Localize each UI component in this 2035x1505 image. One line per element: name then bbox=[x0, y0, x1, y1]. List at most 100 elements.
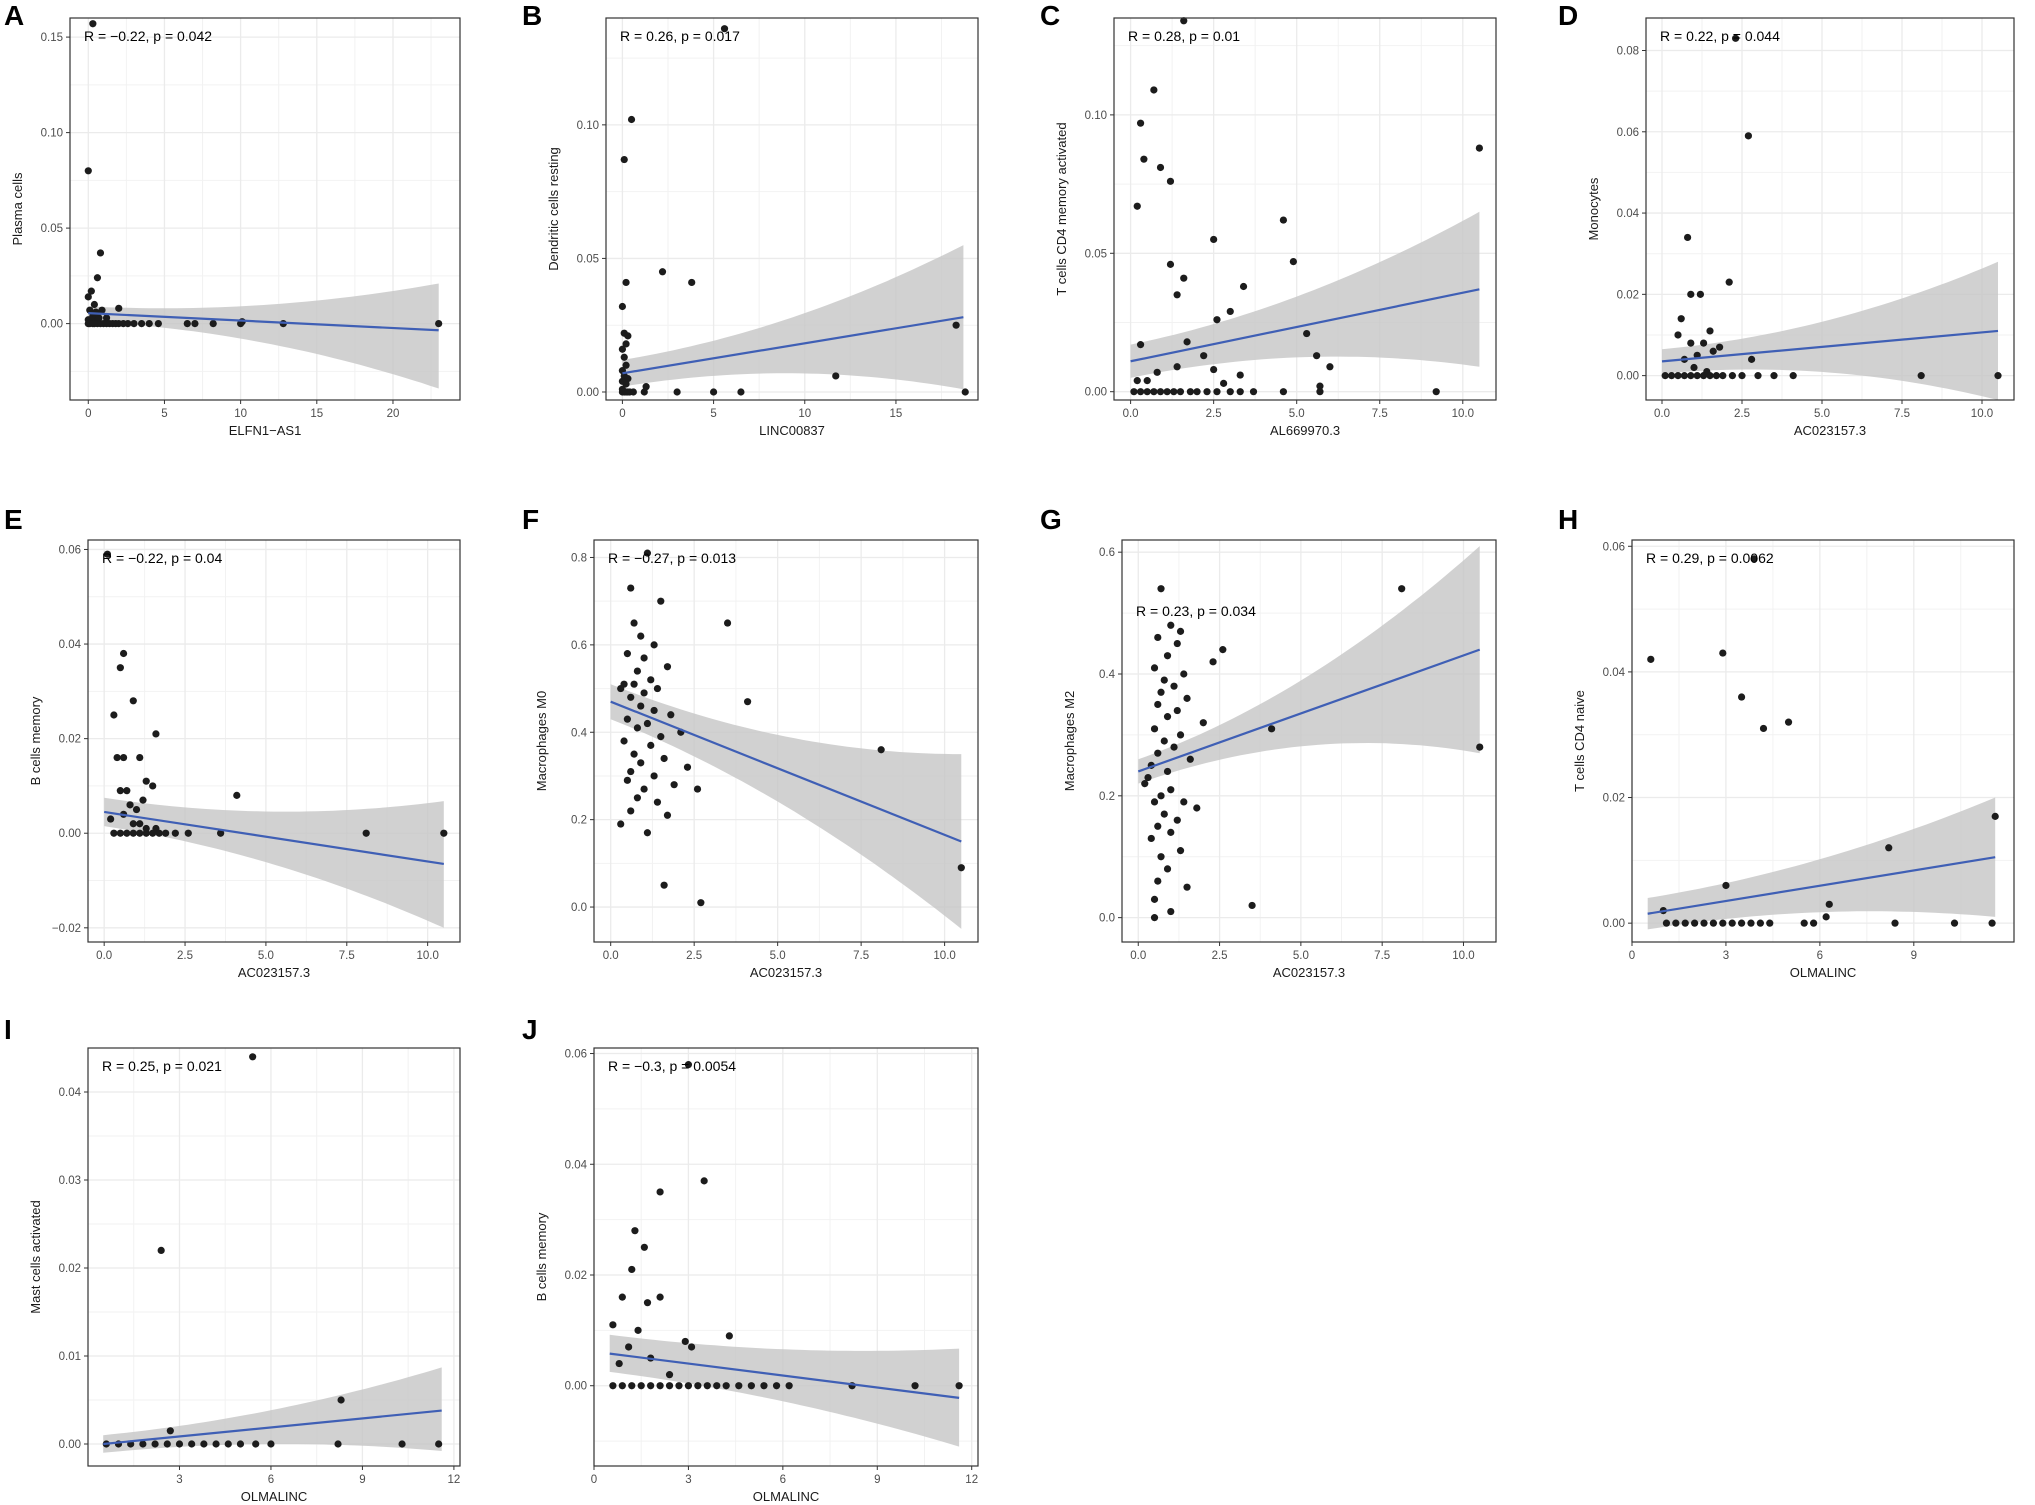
panel-c: C 0.0 2.5 5.0 7.5 10.0 0.00 0.05 0.10 AL669970.3 T… bbox=[1036, 0, 1506, 440]
y-tick-label: 0.8 bbox=[571, 552, 587, 564]
data-point bbox=[175, 1440, 184, 1448]
x-tick-label: 2.5 bbox=[686, 950, 702, 962]
data-point bbox=[647, 741, 655, 749]
x-tick-label: 7.5 bbox=[1372, 408, 1388, 420]
data-point bbox=[1738, 372, 1746, 380]
data-point bbox=[1822, 913, 1830, 921]
panel-letter: H bbox=[1558, 504, 1579, 535]
data-point bbox=[609, 1321, 617, 1329]
data-point bbox=[623, 650, 631, 658]
x-tick-label: 0 bbox=[591, 1474, 597, 1486]
data-point bbox=[1163, 652, 1172, 660]
panel-f: F 0.0 2.5 5.0 7.5 10.0 0.0 0.2 0.4 0.6 0.8 AC023157… bbox=[518, 502, 988, 1002]
panel-g: G 0.0 2.5 5.0 7.5 10.0 0.0 0.2 0.4 0.6 AC023157.3 M… bbox=[1036, 502, 1506, 1002]
data-point bbox=[624, 332, 632, 340]
data-point bbox=[98, 306, 106, 314]
data-point bbox=[1173, 639, 1181, 648]
data-point bbox=[1700, 372, 1708, 380]
data-point bbox=[129, 829, 137, 837]
x-tick-label: 5.0 bbox=[770, 950, 786, 962]
data-point bbox=[1203, 388, 1211, 396]
panel-a: A 0 5 10 15 20 0.00 0.05 0.10 0.15 ELFN1−AS1 Plasma… bbox=[0, 0, 470, 440]
data-point bbox=[684, 1382, 693, 1390]
data-point bbox=[362, 829, 370, 837]
data-point bbox=[1687, 372, 1695, 380]
data-point bbox=[84, 167, 92, 175]
x-tick-label: 5.0 bbox=[1293, 950, 1309, 962]
data-point bbox=[1722, 881, 1730, 890]
data-point bbox=[1719, 372, 1727, 380]
data-point bbox=[911, 1382, 919, 1390]
x-tick-label: 0.0 bbox=[603, 950, 619, 962]
x-tick-label: 10.0 bbox=[1452, 950, 1474, 962]
data-point bbox=[628, 1265, 636, 1274]
x-axis-label: OLMALINC bbox=[1790, 965, 1856, 980]
data-point bbox=[1770, 372, 1778, 380]
confidence-band bbox=[88, 283, 439, 389]
data-point bbox=[1163, 713, 1172, 721]
y-tick-label: 0.00 bbox=[1603, 918, 1625, 930]
data-point bbox=[119, 753, 128, 762]
data-point bbox=[1154, 749, 1162, 757]
data-point bbox=[200, 1440, 208, 1448]
data-point bbox=[1289, 257, 1297, 266]
data-point bbox=[139, 1440, 147, 1448]
regression-line bbox=[1661, 329, 1999, 363]
confidence-band bbox=[1662, 261, 1998, 400]
data-point bbox=[1176, 388, 1185, 396]
y-axis-label: B cells memory bbox=[534, 1212, 549, 1301]
data-point bbox=[1220, 379, 1228, 387]
data-point bbox=[115, 304, 123, 312]
y-tick-label: 0.00 bbox=[565, 1381, 587, 1393]
x-axis-label: AC023157.3 bbox=[1273, 965, 1345, 980]
regression-line bbox=[1130, 288, 1480, 363]
correlation-annotation: R = −0.22, p = 0.042 bbox=[84, 28, 212, 44]
y-tick-label: 0.08 bbox=[1617, 46, 1639, 58]
y-tick-label: 0.6 bbox=[571, 640, 587, 652]
data-point bbox=[1213, 316, 1221, 324]
y-tick-label: 0.00 bbox=[1617, 371, 1639, 383]
data-point bbox=[629, 388, 637, 396]
data-point bbox=[628, 1382, 636, 1390]
data-point bbox=[1725, 278, 1733, 286]
y-tick-label: 0.04 bbox=[1617, 208, 1640, 220]
data-point bbox=[617, 820, 625, 828]
data-point bbox=[1209, 658, 1217, 666]
data-point bbox=[1150, 914, 1159, 922]
y-tick-label: 0.00 bbox=[1085, 387, 1107, 399]
data-point bbox=[1166, 177, 1175, 185]
data-point bbox=[138, 320, 146, 328]
data-point bbox=[627, 115, 636, 124]
data-point bbox=[1130, 388, 1138, 396]
confidence-band bbox=[1647, 797, 1996, 930]
data-point bbox=[713, 1382, 721, 1390]
data-point bbox=[440, 829, 448, 837]
data-point bbox=[1279, 216, 1288, 224]
data-point bbox=[90, 300, 98, 309]
data-point bbox=[681, 1337, 689, 1346]
data-point bbox=[1661, 372, 1669, 380]
data-point bbox=[1719, 919, 1727, 927]
data-point bbox=[1398, 585, 1406, 593]
y-tick-label: 0.15 bbox=[41, 32, 63, 44]
data-point bbox=[617, 684, 625, 693]
data-point bbox=[1150, 86, 1158, 94]
data-point bbox=[1668, 372, 1676, 380]
data-point bbox=[647, 1382, 655, 1390]
data-point bbox=[87, 287, 95, 295]
y-tick-label: 0.00 bbox=[41, 319, 63, 331]
data-point bbox=[1750, 555, 1758, 563]
data-point bbox=[663, 811, 672, 819]
data-point bbox=[634, 1326, 642, 1334]
data-point bbox=[1680, 372, 1688, 380]
y-axis-label: T cells CD4 naive bbox=[1572, 690, 1587, 792]
x-tick-label: 5.0 bbox=[1814, 408, 1830, 420]
data-point bbox=[697, 899, 705, 907]
data-point bbox=[1662, 919, 1671, 927]
data-point bbox=[1154, 700, 1162, 709]
data-point bbox=[694, 1382, 702, 1390]
x-tick-label: 6 bbox=[780, 1474, 786, 1486]
data-point bbox=[688, 278, 696, 287]
data-point bbox=[684, 1061, 693, 1069]
x-tick-label: 7.5 bbox=[1894, 408, 1910, 420]
